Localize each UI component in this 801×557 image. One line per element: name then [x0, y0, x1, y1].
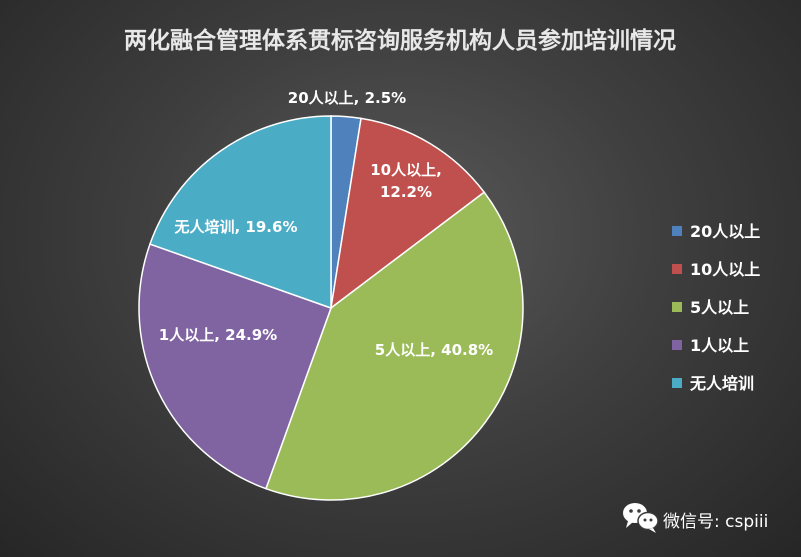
watermark-text: 微信号: cspiii [663, 512, 768, 532]
legend-label-5: 无人培训 [689, 374, 754, 393]
legend-label-4: 1人以上 [690, 336, 749, 355]
pie-slice-3 [264, 191, 524, 501]
pie-slice-2 [329, 117, 486, 310]
data-label-4: 1人以上, 24.9% [159, 326, 277, 344]
legend-swatch-4 [672, 340, 682, 350]
data-label-3: 5人以上, 40.8% [375, 341, 493, 359]
legend-label-3: 5人以上 [690, 298, 749, 317]
data-label-2: 10人以上, 12.2% [370, 161, 442, 201]
legend-swatch-2 [672, 264, 682, 274]
wechat-icon [623, 503, 659, 533]
watermark: 微信号: cspiii [623, 503, 768, 533]
legend-swatch-5 [672, 378, 682, 388]
legend-swatch-3 [672, 302, 682, 312]
chart-title: 两化融合管理体系贯标咨询服务机构人员参加培训情况 [124, 27, 676, 54]
data-labels: 20人以上, 2.5% 10人以上, 12.2% 5人以上, 40.8% 1人以上, 2… [159, 89, 493, 359]
pie-slice-4 [138, 243, 332, 490]
pie-slices [138, 115, 524, 501]
legend-label-2: 10人以上 [690, 260, 760, 279]
legend-label-1: 20人以上 [690, 222, 760, 241]
data-label-5: 无人培训, 19.6% [174, 218, 298, 236]
pie-slice-5 [148, 115, 332, 310]
data-label-1: 20人以上, 2.5% [288, 89, 406, 107]
legend-swatch-1 [672, 226, 682, 236]
